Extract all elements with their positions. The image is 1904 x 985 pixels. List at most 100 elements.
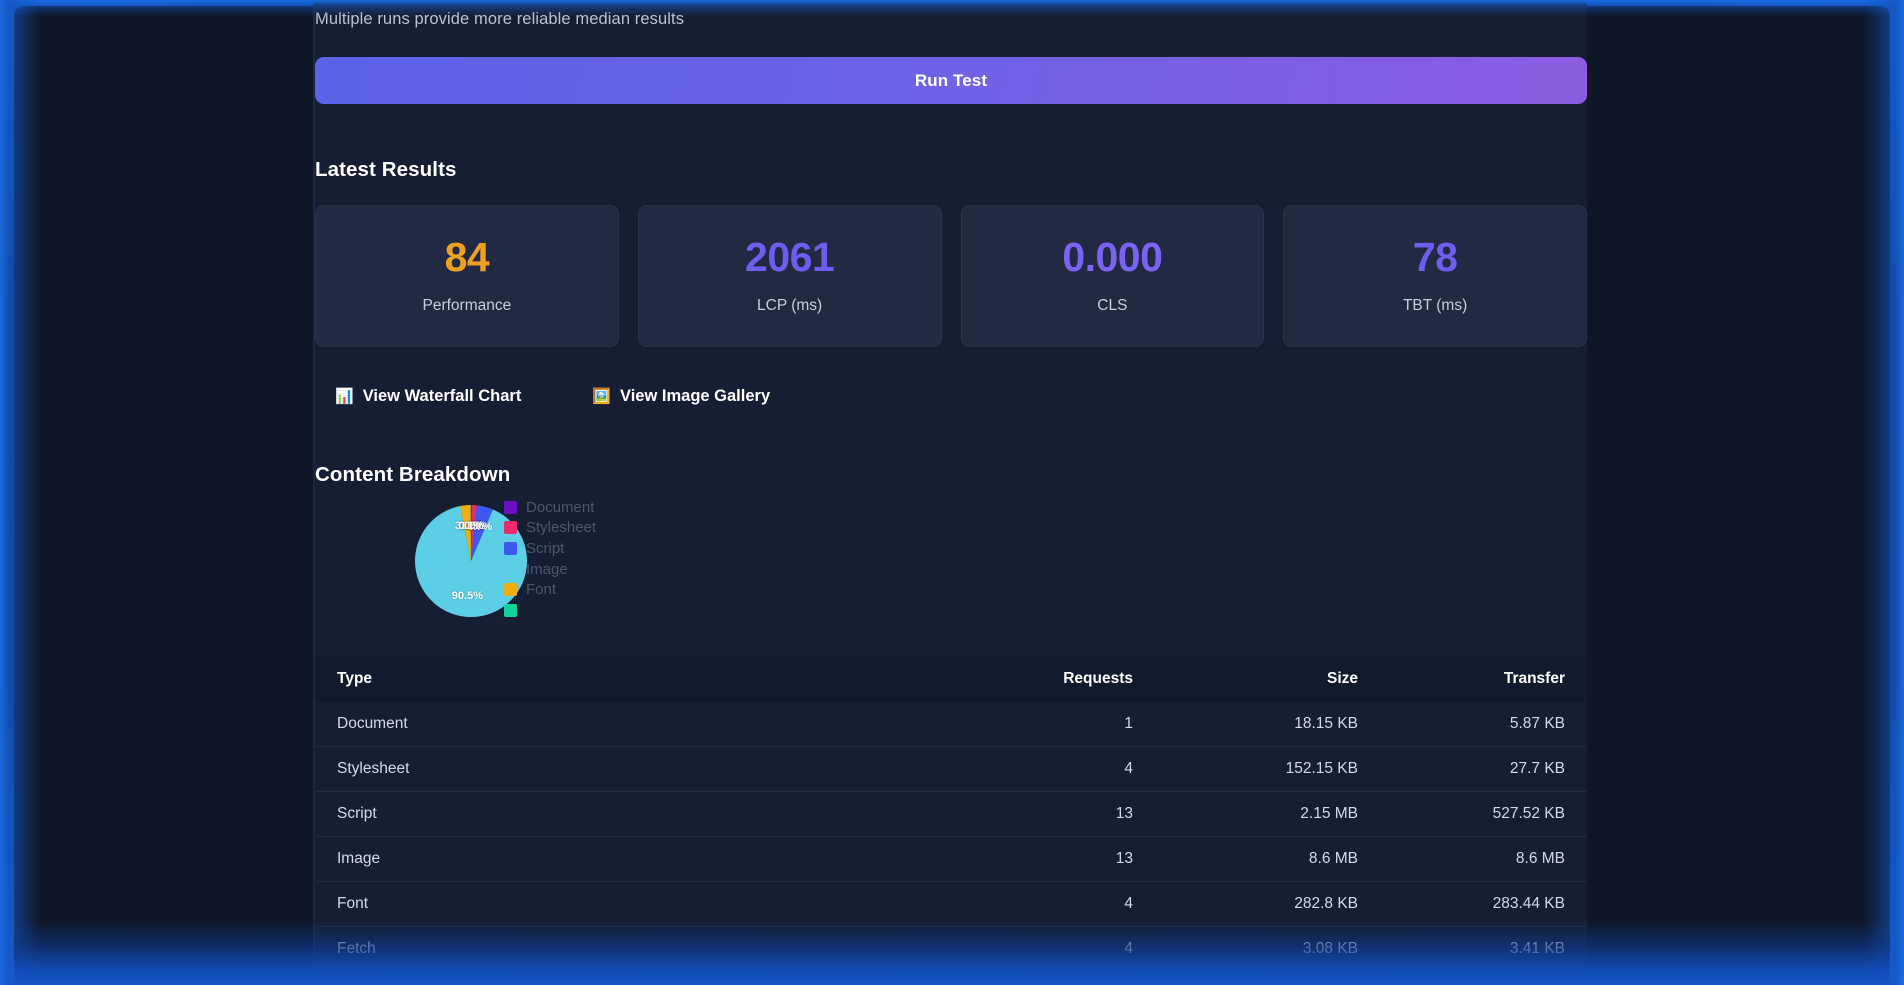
- metric-card-tbt: 78 TBT (ms): [1283, 205, 1587, 347]
- metric-value-cls: 0.000: [1062, 234, 1163, 280]
- legend-label-stylesheet: Stylesheet: [526, 519, 597, 537]
- pie-svg: [415, 505, 527, 617]
- run-test-button[interactable]: Run Test: [315, 57, 1587, 104]
- table-cell-size: 282.8 KB: [1155, 881, 1380, 927]
- legend-item-font[interactable]: Font: [504, 579, 596, 600]
- table-cell-type: Font: [315, 881, 875, 927]
- table-cell-transfer: 283.44 KB: [1380, 881, 1587, 927]
- table-cell-requests: 4: [875, 971, 1155, 985]
- metric-label-lcp: LCP (ms): [757, 297, 823, 314]
- table-cell-requests: 4: [875, 881, 1155, 927]
- metric-value-performance: 84: [444, 234, 490, 280]
- table-cell-requests: 4: [875, 926, 1155, 972]
- table-header-row: Type Requests Size Transfer: [315, 656, 1587, 702]
- table-cell-type: XHR: [315, 971, 875, 985]
- table-row[interactable]: XHR40 B451 B: [315, 971, 1587, 985]
- view-image-gallery-link[interactable]: 🖼️ View Image Gallery: [592, 387, 770, 406]
- column-header-size[interactable]: Size: [1155, 656, 1380, 702]
- column-header-type[interactable]: Type: [315, 656, 875, 702]
- view-waterfall-chart-link[interactable]: 📊 View Waterfall Chart: [335, 387, 521, 406]
- pie-label-script: 4.7%: [467, 521, 493, 534]
- pie-label-stylesheet: 1.5%: [460, 520, 486, 533]
- view-waterfall-chart-label: View Waterfall Chart: [362, 387, 522, 405]
- table-cell-requests: 13: [875, 836, 1155, 882]
- table-cell-transfer: 8.6 MB: [1380, 836, 1587, 882]
- table-row[interactable]: Document 1 18.15 KB 5.87 KB: [315, 702, 1587, 747]
- legend-item-image[interactable]: Image: [504, 559, 596, 580]
- legend-label-document: Document: [526, 498, 595, 516]
- metric-value-tbt: 78: [1412, 234, 1458, 280]
- metric-card-lcp: 2061 LCP (ms): [637, 205, 942, 347]
- legend-label-image: Image: [526, 560, 568, 578]
- pie-slice-image[interactable]: [415, 506, 527, 617]
- table-cell-type: Script: [315, 791, 875, 837]
- table-cell-size: 8.6 MB: [1155, 836, 1380, 882]
- run-subtitle: Multiple runs provide more reliable medi…: [315, 10, 685, 28]
- bar-chart-icon: 📊: [335, 388, 354, 405]
- table-row[interactable]: Script 13 2.15 MB 527.52 KB: [315, 791, 1587, 837]
- column-header-requests[interactable]: Requests: [875, 656, 1155, 702]
- table-cell-transfer: 527.52 KB: [1380, 791, 1587, 837]
- pie-label-image: 90.5%: [451, 589, 484, 602]
- content-breakdown-pie: 0.2% 1.5% 4.7% 90.5% 3.0% 0.1%: [415, 505, 527, 617]
- pie-legend: Document Stylesheet Script Image Font: [504, 497, 596, 621]
- legend-swatch-font: [504, 583, 517, 597]
- table-cell-type: Fetch: [315, 926, 875, 972]
- legend-swatch-script: [504, 541, 517, 555]
- pie-label-font: 3.0%: [454, 520, 481, 533]
- table-row[interactable]: Font 4 282.8 KB 283.44 KB: [315, 881, 1587, 927]
- metric-label-tbt: TBT (ms): [1402, 297, 1468, 314]
- table-cell-size: 3.08 KB: [1155, 926, 1380, 972]
- pie-label-fetch: 0.1%: [458, 520, 484, 533]
- legend-swatch-stylesheet: [504, 521, 517, 535]
- table-cell-requests: 4: [875, 746, 1155, 792]
- legend-label-script: Script: [526, 539, 565, 557]
- pie-label-document: 0.2%: [458, 520, 484, 533]
- metric-card-performance: 84 Performance: [315, 205, 619, 347]
- pie-slice-stylesheet[interactable]: [471, 505, 477, 561]
- metric-card-grid: 84 Performance 2061 LCP (ms) 0.000 CLS 7…: [315, 205, 1587, 347]
- table-cell-type: Stylesheet: [315, 746, 875, 792]
- metric-value-lcp: 2061: [745, 234, 835, 280]
- table-cell-transfer: 3.41 KB: [1380, 926, 1587, 972]
- result-action-links: 📊 View Waterfall Chart 🖼️ View Image Gal…: [335, 387, 770, 406]
- table-cell-type: Document: [315, 702, 875, 747]
- legend-swatch-fetch: [504, 603, 517, 617]
- table-cell-size: 2.15 MB: [1155, 791, 1380, 837]
- legend-swatch-image: [504, 562, 517, 576]
- legend-label-font: Font: [526, 581, 557, 599]
- table-cell-requests: 1: [875, 702, 1155, 747]
- table-row[interactable]: Image 13 8.6 MB 8.6 MB: [315, 836, 1587, 882]
- legend-swatch-document: [504, 500, 517, 514]
- table-body: Document 1 18.15 KB 5.87 KB Stylesheet 4 152.1…: [315, 702, 1587, 985]
- metric-label-performance: Performance: [422, 297, 512, 314]
- table-row[interactable]: Stylesheet 4 152.15 KB 27.7 KB: [315, 746, 1587, 792]
- pie-slice-document[interactable]: [471, 505, 472, 561]
- table-cell-size: 18.15 KB: [1155, 702, 1380, 747]
- table-cell-type: Image: [315, 836, 875, 882]
- legend-item-fetch[interactable]: [504, 600, 596, 621]
- metric-card-cls: 0.000 CLS: [960, 205, 1265, 347]
- pie-slice-font[interactable]: [460, 505, 471, 561]
- image-icon: 🖼️: [592, 388, 612, 405]
- table-cell-transfer: 5.87 KB: [1380, 702, 1587, 747]
- legend-item-document[interactable]: Document: [504, 497, 596, 518]
- latest-results-heading: Latest Results: [315, 158, 457, 181]
- table-head: Type Requests Size Transfer: [315, 656, 1587, 702]
- content-breakdown-table: Type Requests Size Transfer Document 1 18.…: [315, 656, 1587, 985]
- metric-label-cls: CLS: [1097, 297, 1128, 314]
- app-left-edge: [313, 0, 315, 985]
- content-breakdown-chart: 0.2% 1.5% 4.7% 90.5% 3.0% 0.1% Document Styles…: [315, 495, 1587, 635]
- column-header-transfer[interactable]: Transfer: [1380, 656, 1587, 702]
- table-cell-transfer: 27.7 KB: [1380, 746, 1587, 792]
- table-row[interactable]: Fetch 4 3.08 KB 3.41 KB: [315, 926, 1587, 972]
- legend-item-script[interactable]: Script: [504, 538, 596, 559]
- table-cell-transfer: 451 B: [1380, 971, 1587, 985]
- pie-slice-script[interactable]: [471, 505, 493, 561]
- table-cell-size: 0 B: [1155, 971, 1380, 985]
- legend-item-stylesheet[interactable]: Stylesheet: [504, 518, 596, 539]
- view-image-gallery-label: View Image Gallery: [620, 387, 771, 405]
- content-breakdown-heading: Content Breakdown: [315, 463, 511, 486]
